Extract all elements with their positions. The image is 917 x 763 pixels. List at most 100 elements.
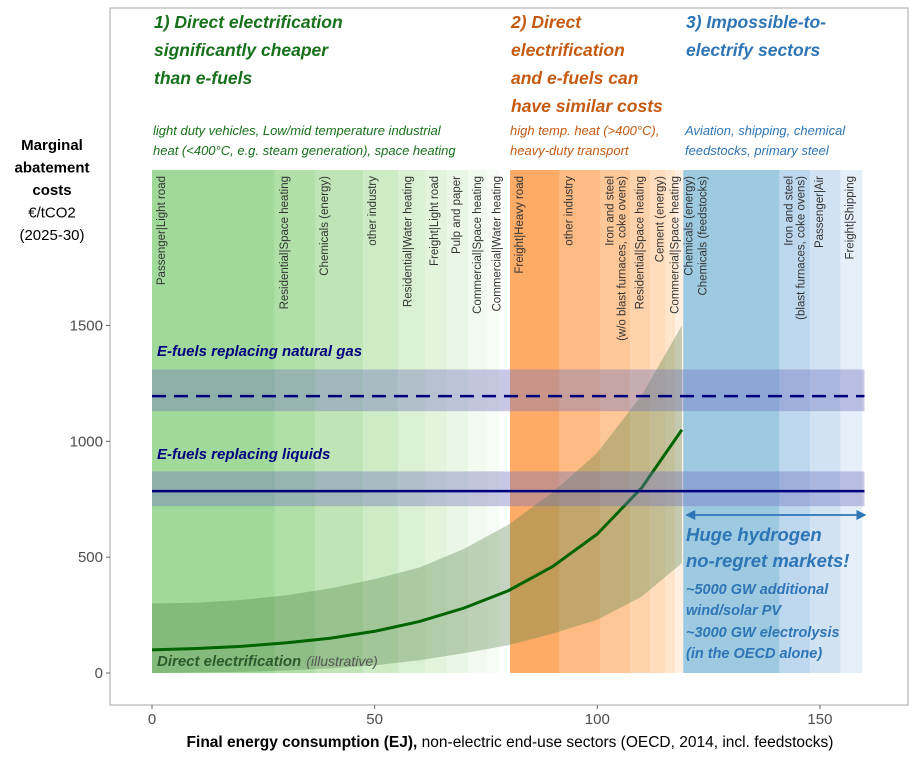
y-axis-label-line: Marginal — [21, 137, 83, 154]
group-title: 3) Impossible-to- — [686, 12, 826, 32]
sector-label: Freight|Shipping — [844, 176, 856, 260]
hydrogen-annotation-line: ~3000 GW electrolysis — [686, 625, 840, 641]
sector-bar — [424, 170, 448, 673]
sector-bar — [510, 170, 560, 673]
y-tick-label: 1000 — [70, 433, 103, 450]
y-axis-label-line: costs — [32, 182, 71, 199]
efuel-range-band — [152, 369, 865, 412]
sector-bar — [779, 170, 811, 673]
sector-bar — [630, 170, 651, 673]
x-tick-label: 150 — [807, 711, 832, 728]
group-title: electrification — [511, 40, 625, 60]
sector-label: Residential|Space heating — [634, 176, 646, 309]
x-tick-label: 50 — [366, 711, 383, 728]
sector-label: Chemicals (energy) — [683, 176, 695, 276]
sector-label: Commercial|Space heating — [669, 176, 681, 314]
sector-label: Passenger|Air — [814, 176, 826, 248]
sector-label: Residential|Space heating — [279, 176, 291, 309]
sector-bar — [675, 170, 684, 673]
x-axis-label-rest: non-electric end-use sectors (OECD, 2014… — [417, 734, 833, 751]
arrow-left-head-icon — [685, 510, 696, 520]
sector-bar — [398, 170, 425, 673]
sector-bar — [600, 170, 631, 673]
hydrogen-annotation-line: ~5000 GW additional — [686, 582, 829, 598]
group-title: electrify sectors — [686, 40, 821, 60]
arrow-right-head-icon — [856, 510, 867, 520]
y-tick-label: 1500 — [70, 317, 103, 334]
y-axis-label: Marginal abatement costs €/tCO2 (2025-30) — [14, 137, 89, 244]
sector-label: Iron and steel — [783, 176, 795, 246]
sector-bar — [683, 170, 780, 673]
x-axis-label: Final energy consumption (EJ), non-elect… — [187, 734, 834, 751]
direct-electrification-label: Direct electrification (illustrative) — [157, 653, 378, 670]
group-subtitle: light duty vehicles, Low/mid temperature… — [153, 123, 442, 138]
sector-label: Residential|Water heating — [402, 176, 414, 307]
y-axis-label-line: €/tCO2 — [28, 205, 76, 222]
sector-label: other industry — [563, 176, 575, 246]
hydrogen-annotation-line: wind/solar PV — [686, 603, 782, 619]
direct-electrification-name: Direct electrification — [157, 653, 301, 670]
sector-label: Passenger|Light road — [156, 176, 168, 285]
sector-bar — [810, 170, 841, 673]
group-subtitle: heavy-duty transport — [510, 143, 630, 158]
y-axis-label-line: abatement — [14, 160, 89, 177]
sector-bar — [152, 170, 275, 673]
sector-label: Freight|Heavy road — [514, 176, 526, 274]
sector-bars — [152, 170, 863, 673]
group-headers: 1) Direct electrification significantly c… — [153, 12, 846, 158]
sector-label: Iron and steel — [604, 176, 616, 246]
efuel-range-band — [152, 471, 865, 507]
sector-bar — [840, 170, 863, 673]
sector-labels: Passenger|Light road Residential|Space he… — [156, 176, 856, 341]
sector-bar — [665, 170, 676, 673]
hydrogen-annotation-line: (in the OECD alone) — [686, 646, 822, 662]
sector-label: Chemicals (energy) — [319, 176, 331, 276]
sector-bar — [363, 170, 399, 673]
x-tick-label: 100 — [585, 711, 610, 728]
hydrogen-annotation: Huge hydrogen no-regret markets! ~5000 GW … — [685, 510, 867, 662]
group-subtitle: feedstocks, primary steel — [685, 143, 830, 158]
group-title: significantly cheaper — [154, 40, 329, 60]
x-axis-label-bold: Final energy consumption (EJ), — [187, 734, 418, 751]
illustrative-note: (illustrative) — [306, 653, 378, 669]
sector-bar — [559, 170, 601, 673]
sector-bar — [274, 170, 315, 673]
group-title: have similar costs — [511, 96, 663, 116]
group-title: than e-fuels — [154, 68, 252, 88]
y-axis-label-line: (2025-30) — [19, 227, 84, 244]
sector-label: Chemicals (feedstocks) — [697, 176, 709, 296]
plot-panel-border — [109, 7, 909, 706]
sector-label: other industry — [367, 176, 379, 246]
sector-bar — [314, 170, 364, 673]
hydrogen-annotation-line: no-regret markets! — [686, 550, 849, 571]
sector-label: Commercial|Space heating — [472, 176, 484, 314]
efuel-label: E-fuels replacing natural gas — [157, 343, 362, 360]
efuel-label: E-fuels replacing liquids — [157, 446, 330, 463]
uncertainty-band — [152, 325, 682, 673]
group-subtitle: heat (<400°C, e.g. steam generation), sp… — [153, 143, 456, 158]
sector-label: Freight|Light road — [429, 176, 441, 266]
sector-bar — [487, 170, 500, 673]
direct-electrification-band: Direct electrification (illustrative) — [151, 325, 684, 673]
y-tick-label: 0 — [95, 665, 103, 682]
sector-label: Pulp and paper — [451, 176, 463, 254]
efuel-lines: E-fuels replacing natural gas E-fuels rep… — [152, 343, 865, 507]
hydrogen-annotation-line: Huge hydrogen — [686, 524, 822, 545]
group-title: and e-fuels can — [511, 68, 638, 88]
group-subtitle: Aviation, shipping, chemical — [684, 123, 846, 138]
axes: 0 500 1000 1500 0 50 100 150 — [70, 317, 833, 728]
sector-label: (w/o blast furnaces, coke ovens) — [616, 176, 628, 341]
sector-label: (blast furnaces, coke ovens) — [795, 176, 807, 320]
y-tick-label: 500 — [78, 549, 103, 566]
sector-bar — [650, 170, 666, 673]
x-tick-label: 0 — [148, 711, 156, 728]
sector-bar — [468, 170, 488, 673]
group-title: 1) Direct electrification — [154, 12, 343, 32]
direct-electrification-curve — [151, 428, 684, 652]
sector-label: Commercial|Water heating — [491, 176, 503, 312]
sector-bar — [447, 170, 469, 673]
group-title: 2) Direct — [510, 12, 582, 32]
group-subtitle: high temp. heat (>400°C), — [510, 123, 659, 138]
sector-label: Cement (energy) — [654, 176, 666, 262]
